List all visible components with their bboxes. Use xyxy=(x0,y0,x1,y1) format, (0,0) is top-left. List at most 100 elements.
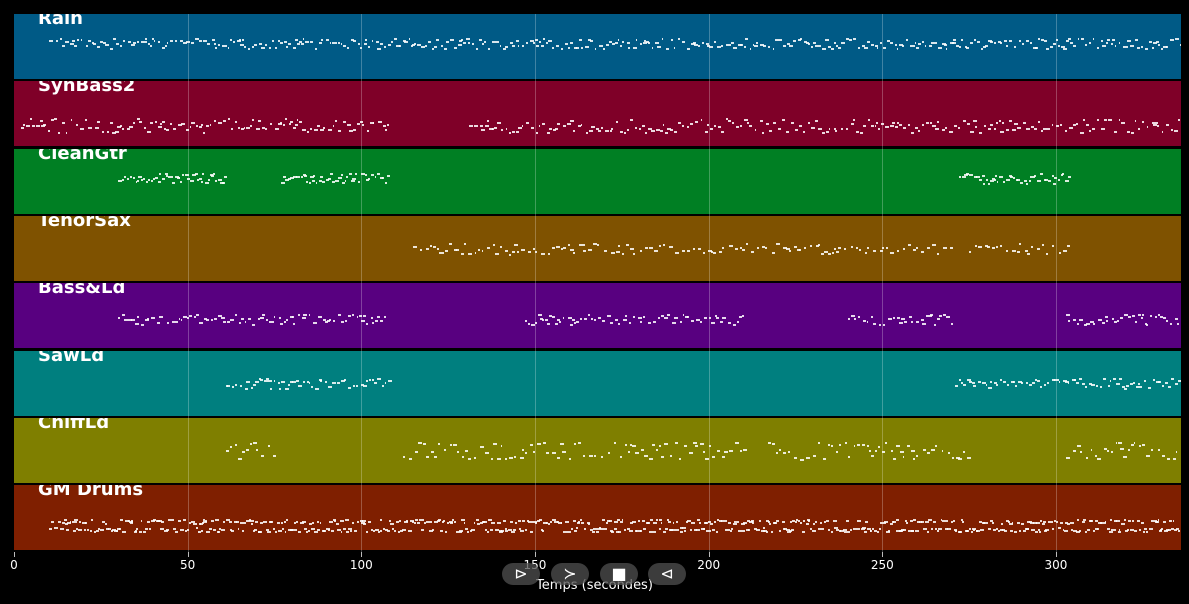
note xyxy=(356,316,359,319)
note xyxy=(1037,247,1041,250)
track-tenorsax[interactable]: TenorSax xyxy=(14,215,1181,281)
note xyxy=(1037,180,1041,183)
note xyxy=(120,519,124,522)
x-axis-label: Temps (secondes) xyxy=(536,578,653,593)
note xyxy=(185,128,190,131)
note xyxy=(693,441,697,444)
note xyxy=(203,131,206,134)
note xyxy=(417,43,421,46)
note xyxy=(922,449,927,452)
note xyxy=(1127,316,1132,319)
note xyxy=(708,445,712,448)
note xyxy=(640,448,645,451)
note xyxy=(899,321,903,324)
note xyxy=(503,48,506,51)
note xyxy=(199,178,203,181)
note xyxy=(707,521,712,524)
note xyxy=(208,527,212,530)
note xyxy=(632,444,637,447)
note xyxy=(485,451,489,454)
note xyxy=(252,324,255,327)
note xyxy=(453,520,457,523)
note xyxy=(967,122,971,125)
track-rain[interactable]: Rain xyxy=(14,14,1181,79)
note xyxy=(749,521,753,524)
note xyxy=(1153,123,1157,126)
note xyxy=(1039,386,1043,389)
note xyxy=(651,46,654,49)
play-button[interactable]: ⊳ xyxy=(502,563,540,585)
note xyxy=(282,528,285,531)
note xyxy=(1091,128,1096,131)
note xyxy=(978,245,982,248)
note xyxy=(597,317,601,320)
note xyxy=(938,527,942,530)
note xyxy=(1049,45,1053,48)
note xyxy=(199,522,203,525)
note xyxy=(414,43,416,46)
track-synbass2[interactable]: SynBass2 xyxy=(14,81,1181,147)
note xyxy=(1003,530,1007,533)
note xyxy=(184,530,187,533)
note xyxy=(340,530,343,533)
note xyxy=(1033,128,1038,131)
note xyxy=(534,522,537,525)
note xyxy=(456,531,458,534)
note xyxy=(247,318,252,321)
note xyxy=(1027,253,1031,256)
note xyxy=(178,176,181,179)
note xyxy=(271,320,275,323)
note xyxy=(931,449,936,452)
note xyxy=(557,319,561,322)
note xyxy=(925,314,928,317)
note xyxy=(821,527,824,530)
note xyxy=(802,530,805,533)
note xyxy=(1131,520,1135,523)
track-chiffld[interactable]: ChiffLd xyxy=(14,417,1181,483)
note xyxy=(1170,129,1173,132)
rewind-button[interactable]: ⊲ xyxy=(648,563,686,585)
note xyxy=(922,123,925,126)
note xyxy=(412,43,416,46)
note xyxy=(1103,119,1108,122)
note xyxy=(851,314,855,317)
note xyxy=(1032,381,1036,384)
note xyxy=(426,456,430,459)
note xyxy=(168,518,171,521)
note xyxy=(346,531,350,533)
note xyxy=(1130,383,1134,386)
note xyxy=(382,528,386,531)
note xyxy=(285,519,288,522)
note xyxy=(531,323,535,326)
note xyxy=(559,321,562,324)
stop-button[interactable]: ■ xyxy=(600,563,638,585)
note xyxy=(248,519,251,522)
note xyxy=(172,320,176,323)
note xyxy=(971,531,973,534)
note xyxy=(200,529,204,532)
note xyxy=(250,386,253,389)
track-gm-drums[interactable]: GM Drums xyxy=(14,485,1181,551)
note xyxy=(868,527,871,530)
note xyxy=(948,528,952,531)
note xyxy=(514,522,518,525)
note xyxy=(850,246,853,249)
note xyxy=(973,175,978,178)
note xyxy=(1101,522,1106,525)
note xyxy=(383,46,386,49)
track-cleangtr[interactable]: CleanGtr xyxy=(14,148,1181,214)
note xyxy=(274,530,278,533)
note xyxy=(138,530,142,533)
x-tick xyxy=(534,552,536,557)
note xyxy=(993,42,996,45)
note xyxy=(1131,131,1135,134)
note xyxy=(721,131,724,134)
note xyxy=(1114,44,1117,47)
note xyxy=(627,451,631,454)
track-sawld[interactable]: SawLd xyxy=(14,350,1181,416)
note xyxy=(55,39,58,42)
note xyxy=(606,520,611,523)
track-bass-ld[interactable]: Bass&Ld xyxy=(14,283,1181,349)
note xyxy=(127,128,130,131)
fast-forward-button[interactable]: ≻ xyxy=(551,563,589,585)
